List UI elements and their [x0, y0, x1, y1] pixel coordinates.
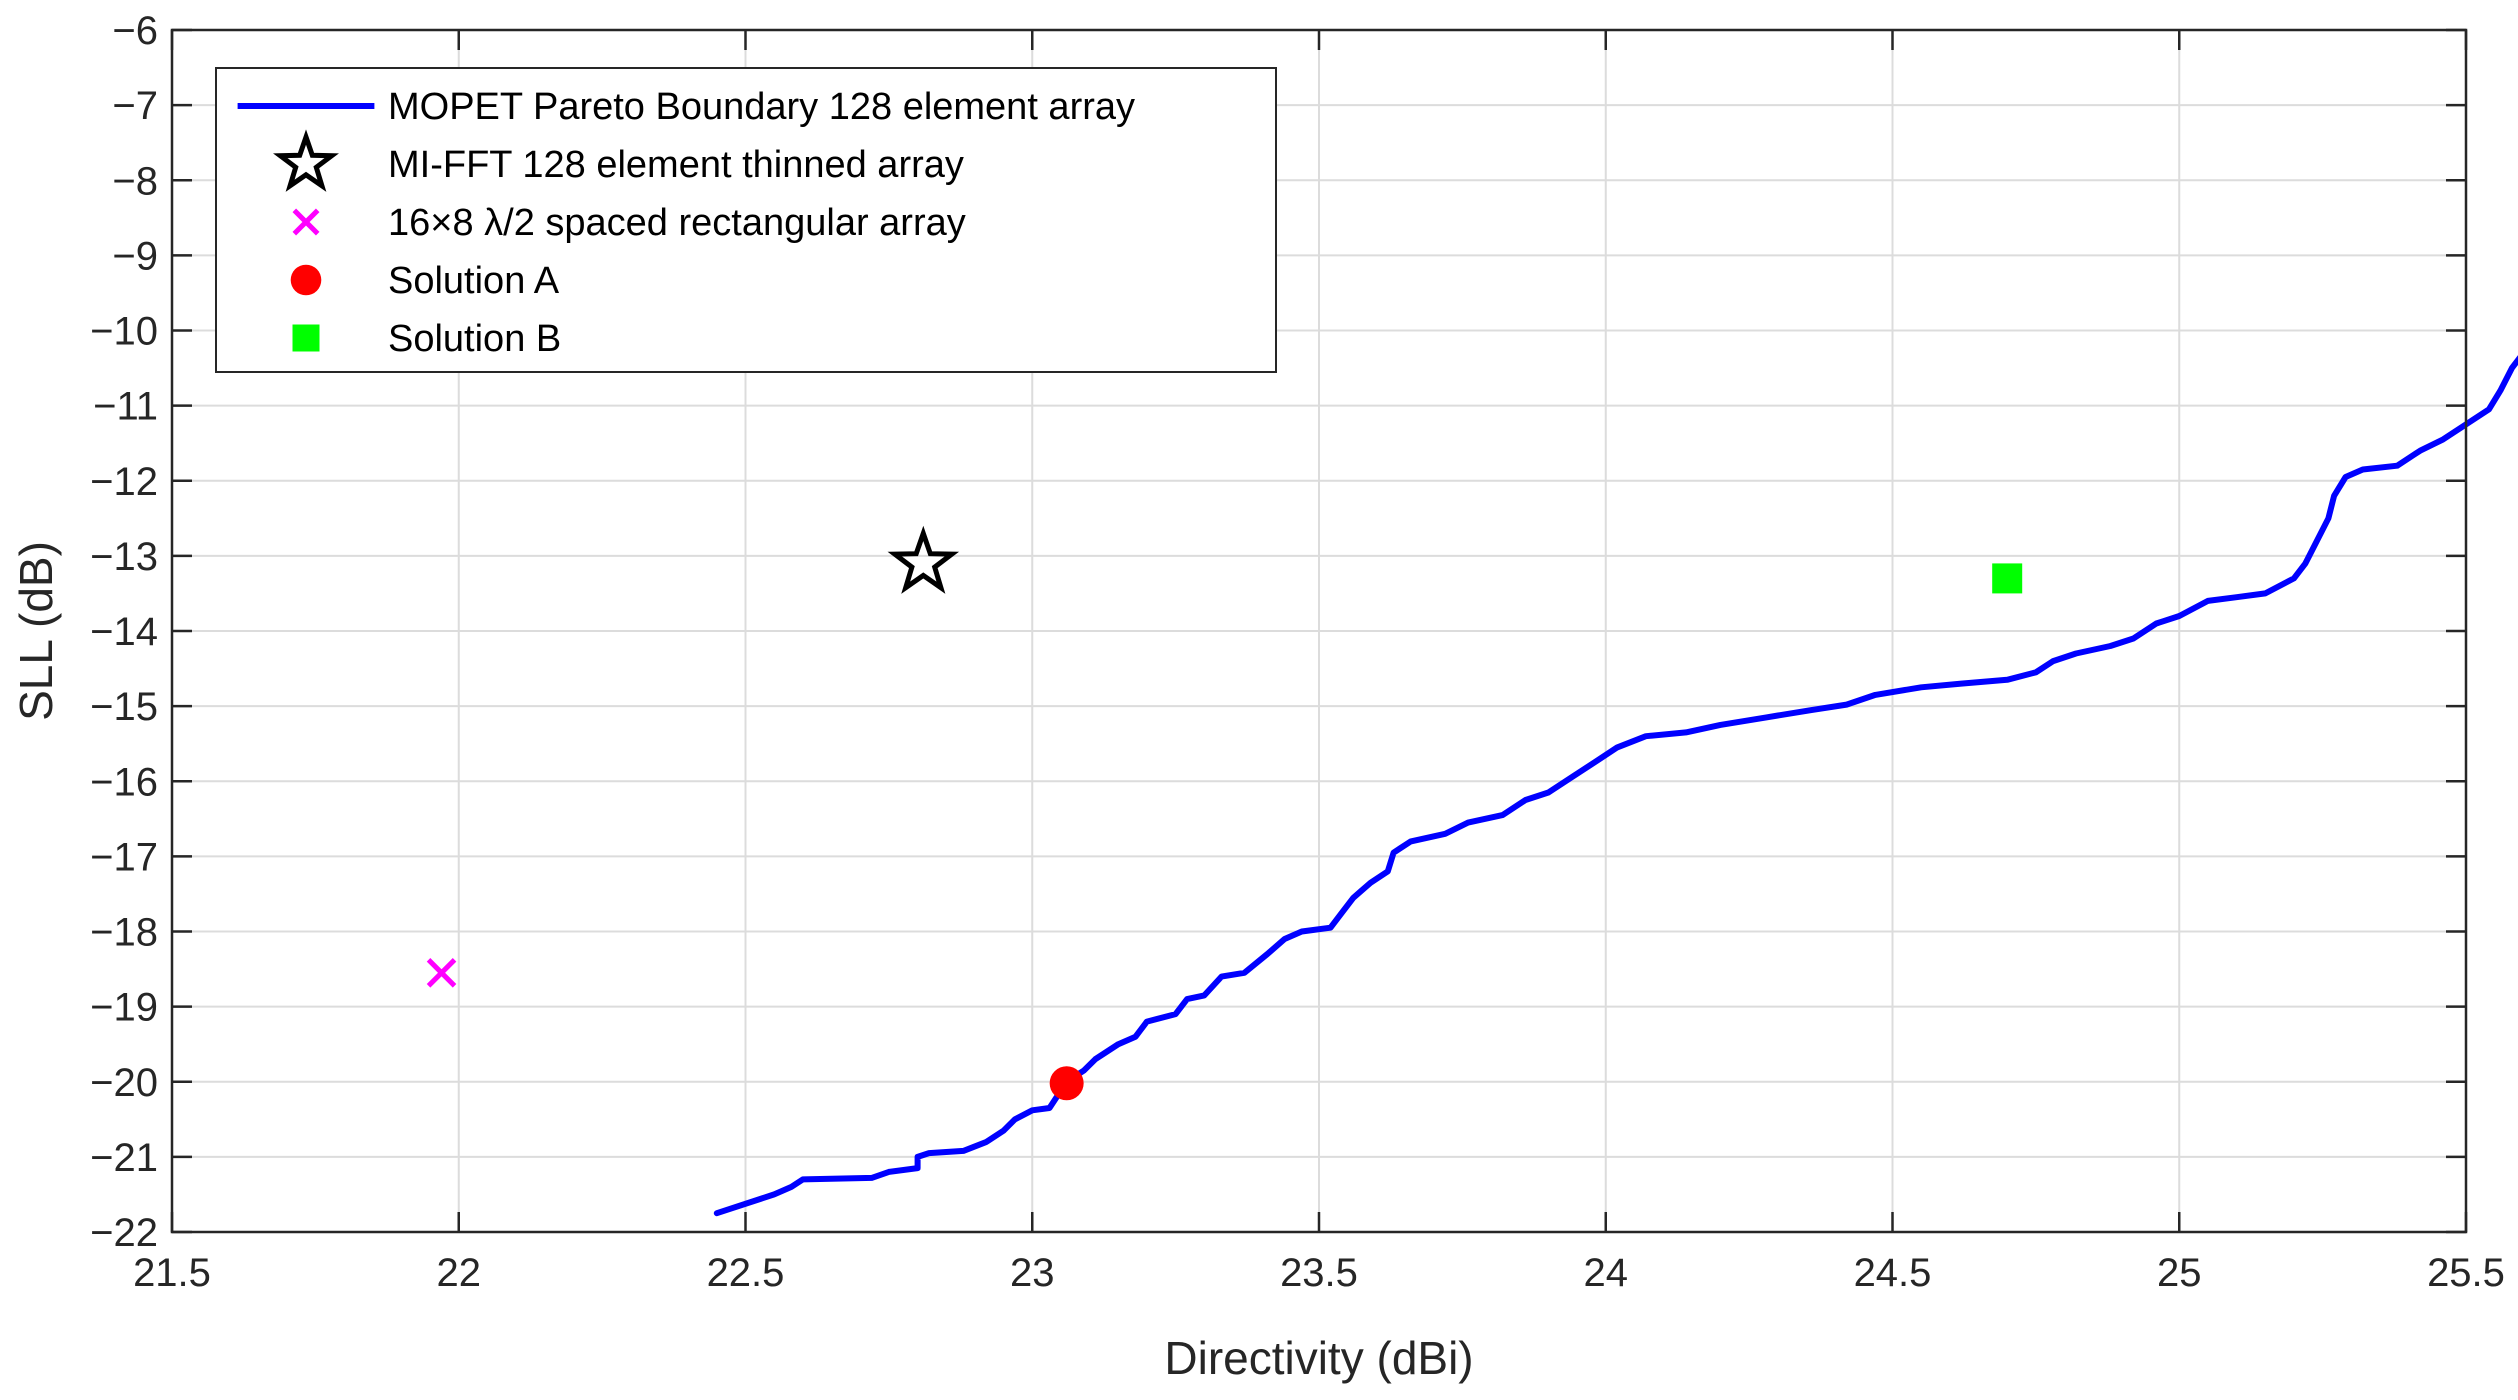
mi-fft-128-element-thinned-array-marker: [887, 525, 960, 594]
legend: MOPET Pareto Boundary 128 element array M…: [215, 67, 1277, 373]
16-8-2-spaced-rectangular-array-marker: [426, 958, 457, 988]
y-tick-label: −22: [90, 1211, 158, 1255]
x-tick-label: 21.5: [133, 1251, 211, 1295]
legend-label-4: Solution B: [388, 318, 561, 360]
solution-b-marker: [1992, 563, 2023, 594]
y-tick-label: −20: [90, 1061, 158, 1105]
x-tick-label: 22.5: [707, 1251, 785, 1295]
tick-labels: 21.5 22 22.5 23 23.5 24 24.5 25 25.5 −22 −21 −20 −19…: [90, 9, 2505, 1295]
legend-label-0: MOPET Pareto Boundary 128 element array: [388, 86, 1135, 128]
y-tick-label: −7: [112, 84, 158, 128]
axis-ticks: [170, 28, 2468, 1234]
y-tick-label: −12: [90, 460, 158, 504]
legend-marker-4: [292, 324, 320, 352]
y-tick-label: −21: [90, 1136, 158, 1180]
y-tick-label: −18: [90, 911, 158, 955]
legend-label-1: MI-FFT 128 element thinned array: [388, 144, 964, 186]
x-axis-label: Directivity (dBi): [1164, 1332, 1473, 1384]
y-tick-label: −9: [112, 234, 158, 278]
y-tick-label: −10: [90, 310, 158, 354]
y-tick-label: −8: [112, 159, 158, 203]
x-tick-label: 24.5: [1854, 1251, 1932, 1295]
series-layer: [426, 355, 2518, 1217]
y-tick-label: −11: [93, 385, 158, 429]
x-tick-label: 22: [437, 1251, 482, 1295]
legend-label-3: Solution A: [388, 260, 560, 302]
x-tick-label: 23: [1010, 1251, 1055, 1295]
y-tick-label: −19: [90, 986, 158, 1030]
y-tick-label: −13: [90, 535, 158, 579]
y-tick-label: −16: [90, 760, 158, 804]
y-axis-label: SLL (dB): [10, 541, 62, 721]
solution-a-marker: [1049, 1066, 1084, 1101]
y-tick-label: −15: [90, 685, 158, 729]
legend-marker-3: [290, 264, 322, 296]
grid-lines: [171, 29, 2467, 1233]
y-tick-label: −14: [90, 610, 158, 654]
legend-marker-2: [292, 208, 320, 236]
legend-marker-1: [273, 129, 339, 192]
y-tick-label: −17: [90, 835, 158, 879]
x-tick-label: 25: [2157, 1251, 2202, 1295]
legend-label-2: 16×8 λ/2 spaced rectangular array: [388, 202, 966, 244]
legend-box: [215, 67, 1277, 373]
x-tick-label: 25.5: [2427, 1251, 2505, 1295]
x-tick-label: 23.5: [1280, 1251, 1358, 1295]
y-tick-label: −6: [112, 9, 158, 53]
x-tick-label: 24: [1584, 1251, 1629, 1295]
